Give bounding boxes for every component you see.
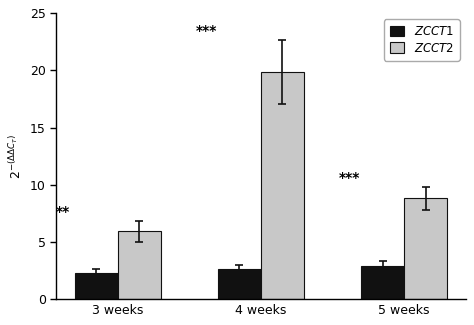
Bar [218, 269, 261, 299]
Text: **: ** [56, 205, 70, 219]
Bar [261, 72, 304, 299]
Bar [75, 273, 118, 299]
Bar [361, 266, 404, 299]
Legend: $\it{ZCCT1}$, $\it{ZCCT2}$: $\it{ZCCT1}$, $\it{ZCCT2}$ [384, 19, 460, 60]
Bar [404, 198, 447, 299]
Text: ***: *** [339, 171, 360, 185]
Text: ***: *** [196, 24, 217, 38]
Y-axis label: $2^{-(\Delta\Delta C_T)}$: $2^{-(\Delta\Delta C_T)}$ [9, 133, 24, 179]
Bar [118, 231, 161, 299]
